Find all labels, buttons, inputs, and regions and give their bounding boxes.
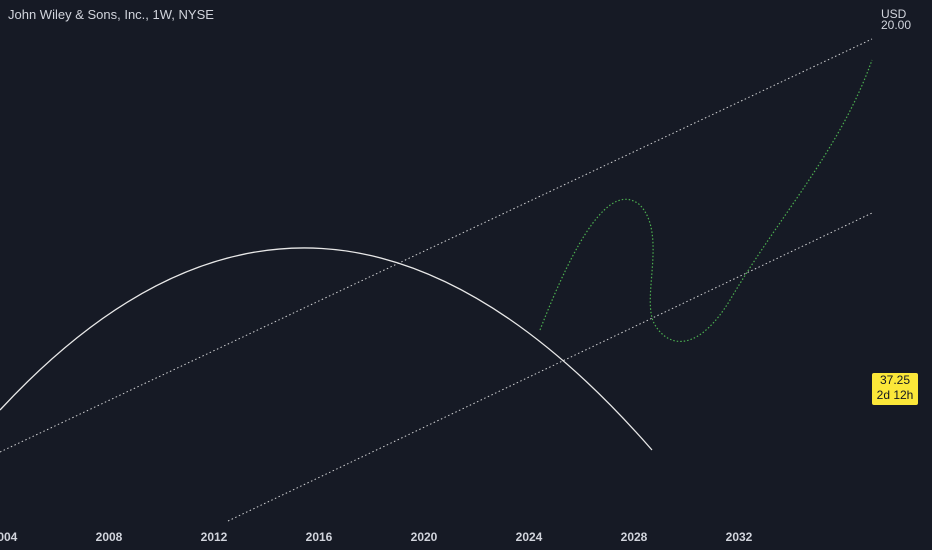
x-tick-label: 2008 [96, 530, 123, 544]
x-tick-label: 2012 [201, 530, 228, 544]
x-axis: 2004 2008 2012 2016 2020 2024 2028 2032 [0, 530, 753, 544]
x-tick-label: 2032 [726, 530, 753, 544]
arc-curve[interactable] [0, 247, 653, 451]
x-tick-label: 2028 [621, 530, 648, 544]
last-price-value: 37.25 [879, 373, 911, 387]
chart-title: John Wiley & Sons, Inc., 1W, NYSE [8, 7, 214, 22]
y-tick-label: 20.00 [881, 18, 911, 32]
x-tick-label: 2004 [0, 530, 18, 544]
x-tick-label: 2024 [516, 530, 543, 544]
drawing-overlays [0, 38, 873, 522]
x-tick-label: 2016 [306, 530, 333, 544]
last-price-badge[interactable]: 37.25 2d 12h [872, 373, 918, 405]
x-tick-label: 2020 [411, 530, 438, 544]
bar-countdown: 2d 12h [876, 388, 914, 402]
channel-upper-line[interactable] [0, 38, 873, 453]
y-axis: USD 20.0030.0040.0050.0060.0070.0080.009… [881, 7, 911, 32]
channel-lower-line[interactable] [227, 212, 873, 522]
currency-label: USD [881, 7, 907, 21]
